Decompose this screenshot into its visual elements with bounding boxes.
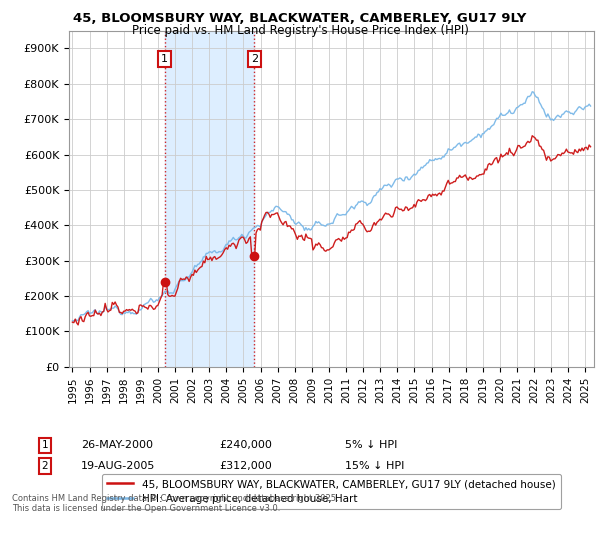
Text: 2: 2 (41, 461, 49, 471)
Text: £312,000: £312,000 (219, 461, 272, 471)
Text: Price paid vs. HM Land Registry's House Price Index (HPI): Price paid vs. HM Land Registry's House … (131, 24, 469, 36)
Text: 15% ↓ HPI: 15% ↓ HPI (345, 461, 404, 471)
Bar (164, 31, 254, 367)
Text: 26-MAY-2000: 26-MAY-2000 (81, 440, 153, 450)
Text: 1: 1 (41, 440, 49, 450)
Legend: 45, BLOOMSBURY WAY, BLACKWATER, CAMBERLEY, GU17 9LY (detached house), HPI: Avera: 45, BLOOMSBURY WAY, BLACKWATER, CAMBERLE… (102, 474, 561, 510)
Text: 5% ↓ HPI: 5% ↓ HPI (345, 440, 397, 450)
Text: Contains HM Land Registry data © Crown copyright and database right 2025.
This d: Contains HM Land Registry data © Crown c… (12, 494, 338, 514)
Text: £240,000: £240,000 (219, 440, 272, 450)
Text: 45, BLOOMSBURY WAY, BLACKWATER, CAMBERLEY, GU17 9LY: 45, BLOOMSBURY WAY, BLACKWATER, CAMBERLE… (73, 12, 527, 25)
Text: 1: 1 (161, 54, 168, 64)
Text: 19-AUG-2005: 19-AUG-2005 (81, 461, 155, 471)
Text: 2: 2 (251, 54, 258, 64)
